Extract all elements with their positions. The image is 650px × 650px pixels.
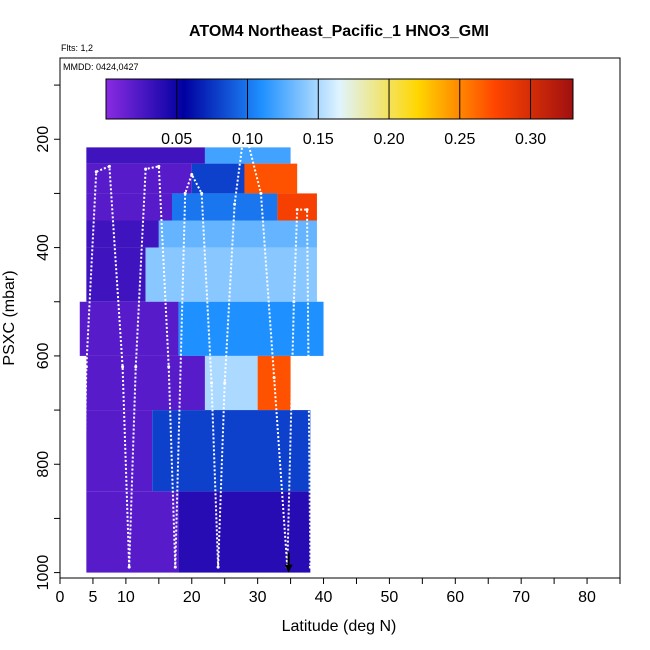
chart-title: ATOM4 Northeast_Pacific_1 HNO3_GMI	[189, 23, 489, 40]
y-axis-label: PSXC (mbar)	[1, 270, 18, 365]
heatmap-cell	[79, 301, 179, 356]
flight-track-point	[259, 191, 263, 195]
x-tick-label: 80	[578, 589, 596, 606]
colorbar-tick-label: 0.30	[515, 131, 546, 148]
x-tick-label: 10	[117, 589, 135, 606]
flight-track-point	[233, 202, 237, 206]
latitude-marker	[284, 552, 293, 573]
heatmap-cell	[86, 147, 205, 164]
x-tick-label: 0	[56, 589, 65, 606]
flight-track-point	[305, 208, 309, 212]
flight-track-point	[308, 565, 312, 569]
heatmap-cell	[204, 355, 258, 411]
flight-track-point	[295, 208, 299, 212]
y-tick-label: 600	[35, 342, 52, 369]
flight-track-point	[173, 565, 177, 569]
heatmap-cell	[204, 147, 291, 164]
heatmap-cell	[86, 247, 146, 302]
colorbar	[105, 78, 574, 120]
y-tick-label: 800	[35, 451, 52, 478]
flight-track-point	[127, 565, 131, 569]
x-tick-label: 20	[183, 589, 201, 606]
flight-track-point	[242, 126, 246, 130]
flight-track-point	[121, 365, 125, 369]
heatmap-cell	[152, 410, 311, 492]
x-tick-label: 50	[381, 589, 399, 606]
flight-track-point	[134, 365, 138, 369]
flight-track-point	[107, 164, 111, 168]
flight-track-point	[84, 365, 88, 369]
x-tick-label: 40	[315, 589, 333, 606]
flight-track-point	[190, 172, 194, 176]
marker-arrow-head	[284, 564, 293, 573]
y-tick-label: 400	[35, 234, 52, 261]
flight-track-point	[94, 170, 98, 174]
heatmap-cell	[257, 355, 291, 411]
flight-track-point	[183, 191, 187, 195]
flight-track-point	[223, 381, 227, 385]
flight-track-point	[272, 376, 276, 380]
flight-track-point	[216, 565, 220, 569]
x-tick-label: 60	[446, 589, 464, 606]
flights-annotation: Flts: 1,2	[61, 43, 93, 53]
colorbar-tick-label: 0.15	[303, 131, 334, 148]
heatmap-cell	[158, 220, 317, 248]
heatmap-cell	[86, 355, 205, 411]
flight-track	[80, 126, 312, 569]
flight-track-point	[200, 191, 204, 195]
heatmap-cell	[277, 193, 317, 221]
flight-track-point	[210, 381, 214, 385]
flight-track-point	[167, 365, 171, 369]
x-tick-label: 30	[249, 589, 267, 606]
date-annotation: MMDD: 0424,0427	[63, 62, 139, 72]
heatmap-cell	[86, 410, 153, 492]
heatmap-cell	[244, 163, 298, 194]
colorbar-tick-label: 0.05	[161, 131, 192, 148]
heatmap-cell	[172, 193, 278, 221]
y-tick-label: 200	[35, 126, 52, 153]
x-tick-label: 70	[512, 589, 530, 606]
flight-track-point	[144, 167, 148, 171]
heatmap-cell	[86, 491, 179, 573]
colorbar-tick-label: 0.25	[444, 131, 475, 148]
colorbar-ticks: 0.05 0.10 0.15 0.20 0.25 0.30	[161, 79, 546, 148]
flight-track-point	[80, 565, 84, 569]
plot-frame	[59, 57, 621, 579]
heatmap-cell	[178, 491, 311, 573]
heatmap-cell	[86, 193, 172, 221]
heatmap-cell	[178, 301, 324, 356]
flight-track-point	[157, 164, 161, 168]
flight-track-line	[81, 128, 312, 568]
x-axis-label: Latitude (deg N)	[282, 618, 397, 635]
y-tick-label: 1000	[35, 555, 52, 591]
x-tick-label: 5	[88, 589, 97, 606]
heatmap-cell	[86, 220, 159, 248]
colorbar-tick-label: 0.20	[373, 131, 404, 148]
flight-track-point	[292, 300, 296, 304]
colorbar-tick-label: 0.10	[232, 131, 263, 148]
x-axis: 0 5 10 20 30 40 50 60 70 80	[56, 578, 621, 606]
heatmap-cell	[86, 163, 192, 194]
y-axis: 200 400 600 800 1000	[35, 84, 60, 591]
